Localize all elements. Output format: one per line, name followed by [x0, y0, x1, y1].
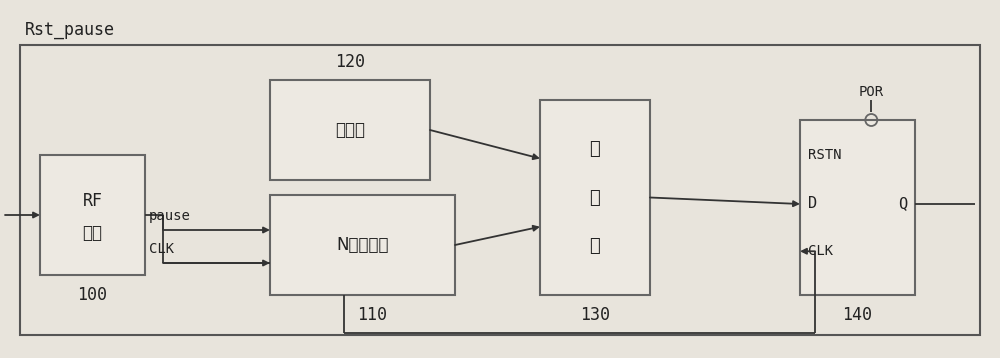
Text: 120: 120 — [335, 53, 365, 71]
Bar — [40, 155, 145, 275]
Text: RSTN: RSTN — [808, 148, 842, 162]
Text: 模块: 模块 — [82, 224, 103, 242]
Text: POR: POR — [859, 85, 884, 99]
Bar — [800, 120, 915, 295]
Text: RF: RF — [82, 192, 103, 209]
Text: 较: 较 — [590, 189, 600, 207]
Text: D: D — [808, 197, 817, 212]
Bar — [270, 195, 455, 295]
Text: 预设値: 预设値 — [335, 121, 365, 139]
Bar — [270, 80, 430, 180]
Text: 140: 140 — [842, 306, 872, 324]
Text: 器: 器 — [590, 237, 600, 255]
Text: Rst_pause: Rst_pause — [25, 21, 115, 39]
Text: 130: 130 — [580, 306, 610, 324]
Text: pause: pause — [149, 209, 191, 223]
Bar — [20, 45, 980, 335]
Text: 比: 比 — [590, 140, 600, 158]
Text: CLK: CLK — [808, 244, 833, 258]
Text: 110: 110 — [358, 306, 388, 324]
Text: Q: Q — [898, 197, 907, 212]
Text: N位计数器: N位计数器 — [336, 236, 389, 254]
Bar — [540, 100, 650, 295]
Text: CLK: CLK — [149, 242, 174, 256]
Text: 100: 100 — [78, 286, 108, 304]
